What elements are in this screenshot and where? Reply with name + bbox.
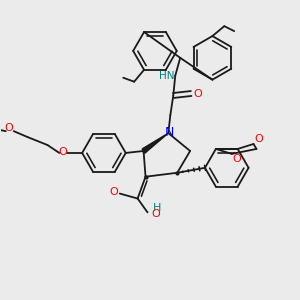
Polygon shape: [142, 133, 168, 153]
Text: O: O: [110, 187, 118, 196]
Text: O: O: [58, 147, 67, 157]
Text: O: O: [4, 123, 13, 133]
Text: O: O: [232, 154, 241, 164]
Text: HN: HN: [159, 71, 174, 81]
Text: N: N: [165, 126, 174, 139]
Text: O: O: [254, 134, 263, 144]
Text: H: H: [153, 203, 162, 213]
Text: O: O: [151, 209, 160, 219]
Text: O: O: [194, 88, 203, 98]
